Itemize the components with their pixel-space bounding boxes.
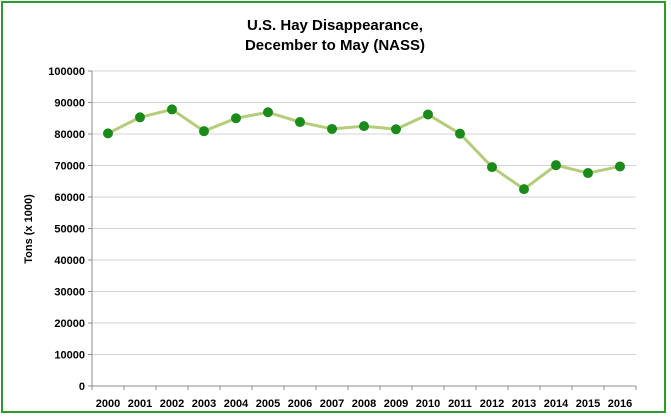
chart-title-line-2: December to May (NASS) [245,37,425,54]
data-point-2013 [519,184,529,195]
x-tick-label-2005: 2005 [256,398,280,410]
data-point-2000 [103,128,113,139]
data-point-2003 [199,126,209,137]
y-tick-label: 90000 [54,98,85,110]
y-tick-label: 100000 [48,66,85,78]
axes [88,70,637,390]
data-point-2010 [423,109,433,120]
data-point-2015 [583,168,593,179]
data-point-2001 [135,112,145,123]
hay-disappearance-chart: U.S. Hay Disappearance, December to May … [23,17,637,410]
y-tick-label: 40000 [54,255,85,267]
x-tick-label-2016: 2016 [608,398,632,410]
y-axis-label: Tons (x 1000) [23,194,35,264]
y-tick-label: 30000 [54,287,85,299]
data-point-2009 [391,124,401,135]
data-point-2016 [615,161,625,172]
data-point-2004 [231,113,241,124]
x-tick-label-2014: 2014 [544,398,569,410]
chart-frame: U.S. Hay Disappearance, December to May … [1,1,666,413]
data-point-2014 [551,160,561,171]
data-point-2008 [359,121,369,132]
data-point-2002 [167,104,177,115]
y-tick-label: 20000 [54,318,85,330]
y-tick-label: 50000 [54,224,85,236]
data-point-2005 [263,107,273,118]
chart-title-line-1: U.S. Hay Disappearance, [247,17,423,34]
x-tick-label-2009: 2009 [384,398,408,410]
x-tick-label-2004: 2004 [224,398,249,410]
y-tick-label: 80000 [54,129,85,141]
data-point-2012 [487,162,497,173]
y-tick-label: 10000 [54,350,85,362]
y-tick-label: 60000 [54,192,85,204]
x-tick-label-2013: 2013 [512,398,536,410]
x-tick-label-2001: 2001 [128,398,152,410]
data-point-2011 [455,128,465,139]
series-layer [103,104,625,195]
x-tick-label-2000: 2000 [96,398,120,410]
data-point-2006 [295,117,305,128]
x-tick-label-2003: 2003 [192,398,216,410]
x-tick-label-2006: 2006 [288,398,312,410]
x-tick-label-2007: 2007 [320,398,344,410]
x-tick-label-2015: 2015 [576,398,600,410]
x-tick-label-2002: 2002 [160,398,184,410]
x-tick-label-2011: 2011 [448,398,472,410]
x-tick-labels: 2000 2001 2002 2003 2004 2005 2006 2007 2008 2009… [96,398,632,410]
y-tick-label: 70000 [54,161,85,173]
data-point-2007 [327,123,337,134]
gridlines [92,70,636,355]
y-tick-labels: 0 10000 20000 30000 40000 50000 60000 70000 8000… [48,66,85,393]
x-tick-label-2008: 2008 [352,398,376,410]
y-tick-label: 0 [79,381,85,393]
x-tick-label-2010: 2010 [416,398,440,410]
x-tick-label-2012: 2012 [480,398,504,410]
